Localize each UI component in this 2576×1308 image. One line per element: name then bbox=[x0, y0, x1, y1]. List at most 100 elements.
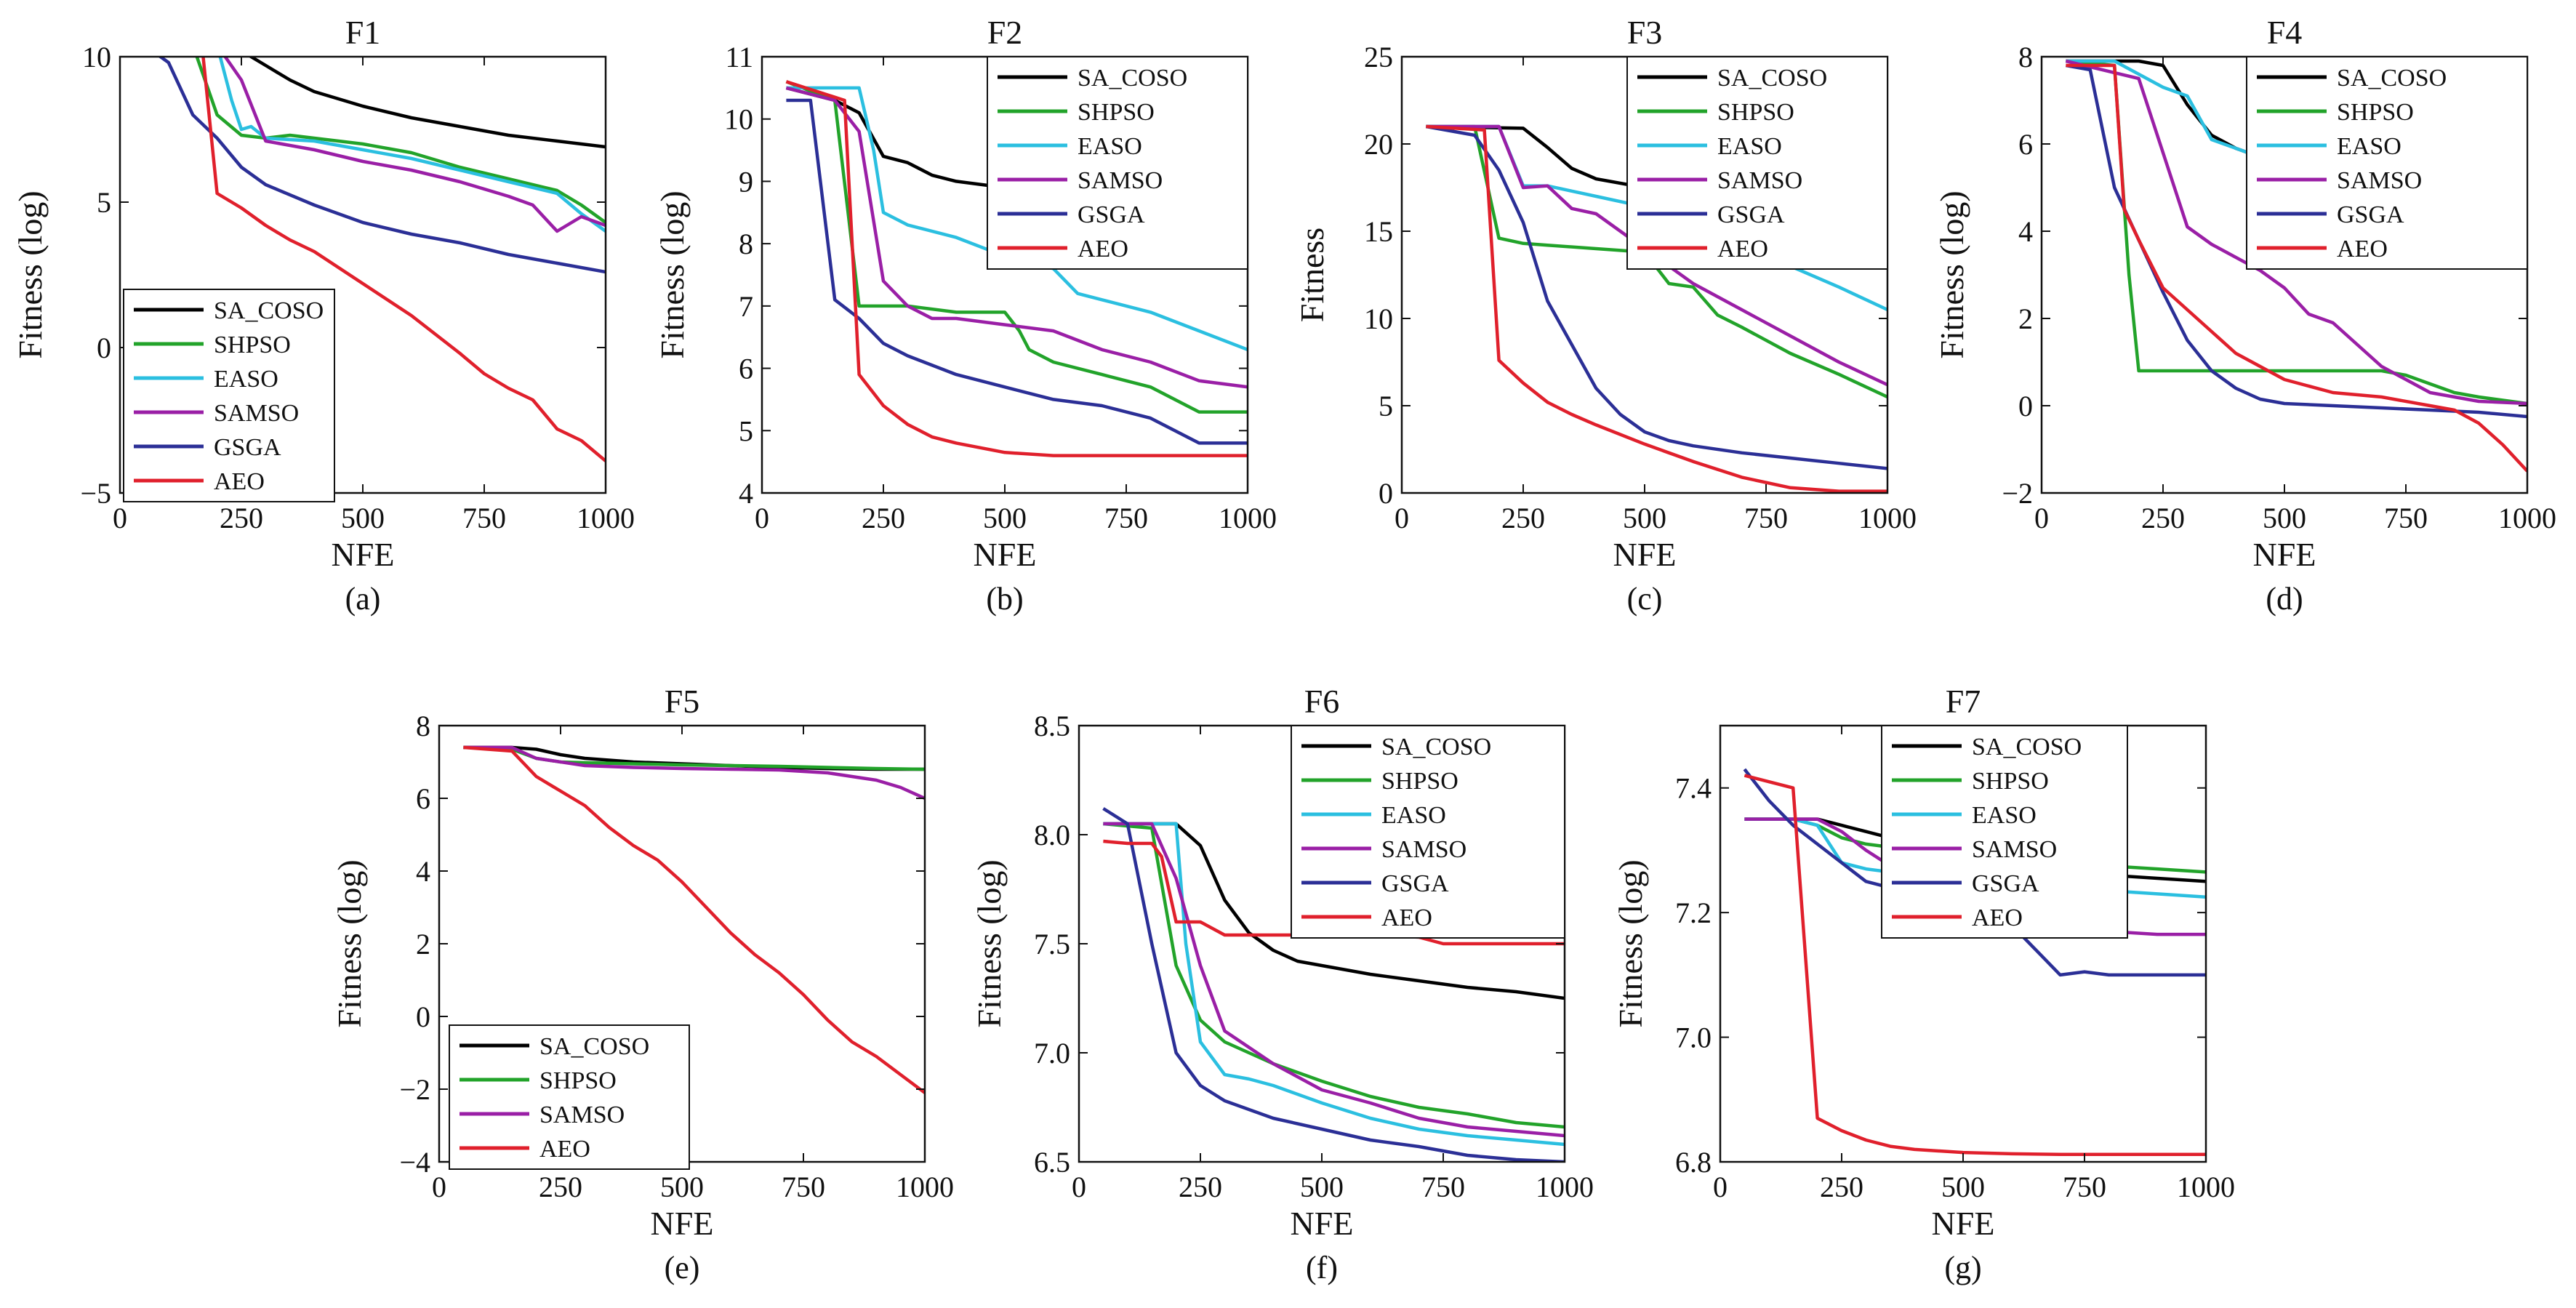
y-tick-label: 4 bbox=[2018, 215, 2033, 248]
y-axis-label: Fitness (log) bbox=[1612, 859, 1649, 1027]
legend-label-sa_coso: SA_COSO bbox=[1717, 65, 1827, 92]
series-line-samso bbox=[2065, 59, 2527, 406]
legend-box bbox=[1626, 56, 1888, 270]
y-tick-label: 8 bbox=[2018, 41, 2033, 73]
legend-box bbox=[449, 1024, 690, 1170]
legend-label-aeo: AEO bbox=[1381, 904, 1432, 931]
x-tick-label: 250 bbox=[1820, 1171, 1863, 1203]
x-tick-label: 750 bbox=[1744, 502, 1788, 534]
y-tick-label: 8 bbox=[416, 710, 430, 742]
legend-label-easo: EASO bbox=[1972, 802, 2037, 829]
y-tick-label: 7.2 bbox=[1675, 896, 1712, 929]
legend-label-sa_coso: SA_COSO bbox=[539, 1033, 649, 1060]
series-line-gsga bbox=[1102, 807, 1565, 1162]
y-tick-label: −4 bbox=[399, 1146, 430, 1179]
chart-title: F5 bbox=[665, 683, 700, 720]
legend: SA_COSO SHPSO SAMSO AEO bbox=[449, 1024, 690, 1170]
legend: SA_COSO SHPSO EASO SAMSO GSGA AEO bbox=[1881, 725, 2128, 939]
chart-F5: F5 0 250 500 750 1000 −4 −2 0 2 4 6 8 NFE Fitness (log… bbox=[331, 683, 954, 1285]
legend-label-sa_coso: SA_COSO bbox=[2337, 65, 2447, 92]
y-tick-label: 6.5 bbox=[1034, 1146, 1070, 1179]
y-tick-label: 0 bbox=[97, 332, 111, 364]
y-tick-label: 9 bbox=[739, 165, 753, 198]
y-tick-label: 7.0 bbox=[1675, 1022, 1712, 1054]
x-tick-label: 1000 bbox=[1219, 502, 1277, 534]
series-line-aeo bbox=[1103, 839, 1565, 946]
legend: SA_COSO SHPSO EASO SAMSO GSGA AEO bbox=[123, 289, 335, 502]
legend-label-shpso: SHPSO bbox=[539, 1067, 617, 1094]
y-tick-label: 0 bbox=[416, 1000, 430, 1033]
legend-label-aeo: AEO bbox=[539, 1136, 590, 1163]
y-axis-label: Fitness (log) bbox=[331, 859, 368, 1027]
chart-title: F4 bbox=[2267, 14, 2303, 51]
x-axis-label: NFE bbox=[2253, 536, 2316, 573]
y-tick-label: 7.0 bbox=[1034, 1037, 1070, 1070]
legend-label-sa_coso: SA_COSO bbox=[214, 297, 324, 324]
x-tick-label: 500 bbox=[341, 502, 385, 534]
x-tick-label: 1000 bbox=[2177, 1171, 2235, 1203]
y-tick-label: 8.5 bbox=[1034, 710, 1070, 742]
legend-label-shpso: SHPSO bbox=[1078, 99, 1155, 126]
y-tick-label: 7.5 bbox=[1034, 928, 1070, 960]
legend-label-shpso: SHPSO bbox=[1972, 768, 2049, 795]
legend-label-easo: EASO bbox=[2337, 133, 2402, 160]
x-tick-label: 0 bbox=[432, 1171, 446, 1203]
x-tick-label: 0 bbox=[2034, 502, 2049, 534]
legend-label-gsga: GSGA bbox=[214, 434, 281, 461]
legend-label-shpso: SHPSO bbox=[2337, 99, 2414, 126]
y-tick-label: 25 bbox=[1364, 41, 1393, 73]
legend: SA_COSO SHPSO EASO SAMSO GSGA AEO bbox=[987, 56, 1248, 270]
series-line-samso bbox=[1426, 124, 1887, 387]
subfigure-caption: (f) bbox=[1306, 1250, 1338, 1285]
legend-box bbox=[123, 289, 335, 502]
x-tick-label: 500 bbox=[1300, 1171, 1344, 1203]
series-line-aeo bbox=[785, 80, 1248, 457]
legend-label-gsga: GSGA bbox=[1078, 201, 1145, 228]
legend-label-samso: SAMSO bbox=[539, 1102, 625, 1128]
x-axis-label: NFE bbox=[332, 536, 395, 573]
series-line-gsga bbox=[786, 98, 1248, 445]
legend-label-shpso: SHPSO bbox=[214, 332, 291, 358]
y-axis-label: Fitness bbox=[1293, 228, 1331, 322]
y-axis-label: Fitness (log) bbox=[654, 190, 691, 358]
legend-label-samso: SAMSO bbox=[2337, 167, 2422, 194]
legend-label-samso: SAMSO bbox=[1972, 836, 2057, 863]
subfigure-caption: (a) bbox=[345, 581, 381, 617]
legend: SA_COSO SHPSO EASO SAMSO GSGA AEO bbox=[1626, 56, 1888, 270]
y-tick-label: 20 bbox=[1364, 128, 1393, 161]
x-tick-label: 250 bbox=[2141, 502, 2185, 534]
y-tick-label: 5 bbox=[97, 186, 111, 219]
legend-box bbox=[987, 56, 1248, 270]
y-tick-label: 8.0 bbox=[1034, 819, 1070, 851]
x-tick-label: 750 bbox=[782, 1171, 825, 1203]
legend-label-gsga: GSGA bbox=[1381, 870, 1449, 897]
x-tick-label: 1000 bbox=[577, 502, 635, 534]
y-tick-label: 10 bbox=[82, 41, 111, 73]
y-tick-label: 7.4 bbox=[1675, 772, 1712, 805]
x-tick-label: 0 bbox=[1713, 1171, 1728, 1203]
x-tick-label: 750 bbox=[2384, 502, 2428, 534]
x-tick-label: 1000 bbox=[1536, 1171, 1594, 1203]
subfigure-caption: (b) bbox=[986, 581, 1023, 617]
chart-title: F7 bbox=[1946, 683, 1981, 720]
series-line-aeo bbox=[1744, 774, 2206, 1156]
legend-label-easo: EASO bbox=[1078, 133, 1142, 160]
series-line-shpso bbox=[1103, 822, 1565, 1129]
x-tick-label: 0 bbox=[113, 502, 127, 534]
legend-box bbox=[1881, 725, 2128, 939]
legend: SA_COSO SHPSO EASO SAMSO GSGA AEO bbox=[1291, 725, 1565, 939]
y-tick-label: 0 bbox=[1379, 477, 1393, 510]
x-tick-label: 500 bbox=[983, 502, 1027, 534]
series-line-aeo bbox=[463, 745, 925, 1094]
chart-F6: F6 0 250 500 750 1000 6.5 7.0 7.5 8.0 8.5 NFE Fitnes… bbox=[971, 683, 1594, 1285]
series-line-samso bbox=[785, 86, 1248, 389]
chart-F3: F3 0 250 500 750 1000 0 5 10 15 20 25 NFE Fitness (c) S… bbox=[1293, 14, 1917, 617]
subfigure-caption: (g) bbox=[1944, 1250, 1981, 1285]
series-line-aeo bbox=[2066, 63, 2527, 473]
chart-title: F1 bbox=[345, 14, 381, 51]
y-tick-label: 6 bbox=[416, 782, 430, 815]
x-tick-label: 750 bbox=[462, 502, 506, 534]
